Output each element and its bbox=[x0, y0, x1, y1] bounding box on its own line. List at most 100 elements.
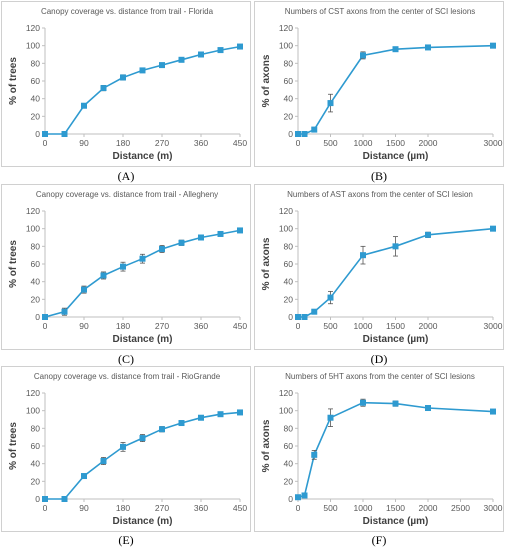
y-tick-label: 0 bbox=[35, 494, 40, 504]
x-tick-label: 1500 bbox=[386, 503, 405, 513]
y-tick-label: 60 bbox=[284, 76, 294, 86]
data-point bbox=[327, 294, 334, 301]
data-point bbox=[217, 230, 224, 237]
data-point bbox=[81, 473, 87, 480]
x-tick-label: 3000 bbox=[484, 503, 503, 513]
y-tick-label: 0 bbox=[288, 129, 293, 139]
data-point bbox=[425, 44, 431, 51]
data-point bbox=[61, 496, 68, 502]
chart-panel-c: Canopy coverage vs. distance from trail … bbox=[1, 184, 251, 350]
x-tick-label: 270 bbox=[155, 321, 169, 331]
chart-panel-a: Canopy coverage vs. distance from trail … bbox=[1, 1, 251, 167]
data-point bbox=[301, 314, 308, 320]
chart-title: Canopy coverage vs. distance from trail … bbox=[36, 190, 218, 199]
y-tick-label: 0 bbox=[288, 494, 293, 504]
data-point bbox=[301, 131, 308, 137]
x-tick-label: 450 bbox=[233, 503, 247, 513]
y-tick-label: 60 bbox=[31, 259, 41, 269]
chart-title: Numbers of 5HT axons from the center of … bbox=[285, 372, 475, 381]
chart-svg-a: Canopy coverage vs. distance from trail … bbox=[8, 7, 247, 162]
y-tick-label: 100 bbox=[279, 406, 293, 416]
panel-label-e: (E) bbox=[118, 533, 134, 547]
chart-svg-b: Numbers of CST axons from the center of … bbox=[261, 7, 503, 162]
y-tick-label: 100 bbox=[279, 41, 293, 51]
data-point bbox=[120, 263, 126, 270]
panel-label-a: (A) bbox=[117, 169, 135, 183]
data-point bbox=[392, 400, 399, 407]
data-point bbox=[237, 409, 243, 416]
y-tick-label: 40 bbox=[31, 94, 41, 104]
panel-label-c: (C) bbox=[118, 352, 134, 366]
data-point bbox=[81, 102, 87, 109]
y-axis-label: % of trees bbox=[8, 240, 19, 288]
x-tick-label: 90 bbox=[79, 503, 89, 513]
data-point bbox=[360, 52, 366, 59]
x-tick-label: 360 bbox=[194, 321, 208, 331]
chart-panel-f: Numbers of 5HT axons from the center of … bbox=[254, 366, 504, 532]
x-tick-label: 500 bbox=[323, 321, 337, 331]
x-tick-label: 0 bbox=[43, 503, 48, 513]
y-tick-label: 80 bbox=[31, 423, 41, 433]
x-tick-label: 500 bbox=[323, 503, 337, 513]
y-tick-label: 0 bbox=[35, 312, 40, 322]
data-point bbox=[217, 411, 224, 418]
y-tick-label: 20 bbox=[31, 111, 41, 121]
data-point bbox=[178, 420, 185, 427]
data-point bbox=[295, 494, 301, 501]
x-tick-label: 1500 bbox=[386, 321, 405, 331]
chart-panel-b: Numbers of CST axons from the center of … bbox=[254, 1, 504, 167]
x-axis-label: Distance (m) bbox=[112, 334, 172, 345]
data-point bbox=[392, 243, 399, 250]
x-tick-label: 90 bbox=[79, 138, 89, 148]
y-tick-label: 20 bbox=[284, 294, 294, 304]
y-tick-label: 120 bbox=[26, 388, 40, 398]
panel-label-d: (D) bbox=[370, 352, 388, 366]
y-tick-label: 20 bbox=[284, 476, 294, 486]
chart-panel-e: Canopy coverage vs. distance from trail … bbox=[1, 366, 251, 532]
data-point bbox=[198, 51, 204, 58]
y-axis-label: % of axons bbox=[261, 54, 272, 107]
y-tick-label: 120 bbox=[279, 388, 293, 398]
data-point bbox=[61, 131, 68, 137]
x-tick-label: 0 bbox=[43, 138, 48, 148]
data-point bbox=[198, 234, 204, 241]
y-tick-label: 40 bbox=[31, 277, 41, 287]
y-tick-label: 0 bbox=[288, 312, 293, 322]
data-point bbox=[100, 458, 107, 465]
x-axis-label: Distance (m) bbox=[112, 151, 172, 162]
data-point bbox=[311, 308, 318, 315]
data-point bbox=[295, 314, 301, 320]
chart-svg-c: Canopy coverage vs. distance from trail … bbox=[8, 190, 247, 345]
panel-label-b: (B) bbox=[371, 169, 387, 183]
x-tick-label: 270 bbox=[155, 503, 169, 513]
data-point bbox=[198, 414, 204, 421]
x-tick-label: 0 bbox=[43, 321, 48, 331]
data-point bbox=[178, 56, 185, 63]
x-tick-label: 360 bbox=[194, 503, 208, 513]
y-tick-label: 60 bbox=[31, 441, 41, 451]
y-tick-label: 80 bbox=[31, 241, 41, 251]
y-tick-label: 120 bbox=[26, 206, 40, 216]
y-tick-label: 40 bbox=[284, 94, 294, 104]
y-tick-label: 100 bbox=[26, 41, 40, 51]
data-point bbox=[490, 225, 496, 232]
chart-title: Numbers of CST axons from the center of … bbox=[285, 7, 476, 16]
x-tick-label: 0 bbox=[296, 138, 301, 148]
y-tick-label: 40 bbox=[284, 277, 294, 287]
y-tick-label: 100 bbox=[26, 406, 40, 416]
data-point bbox=[392, 46, 399, 53]
x-tick-label: 1500 bbox=[386, 138, 405, 148]
y-tick-label: 80 bbox=[284, 423, 294, 433]
x-tick-label: 3000 bbox=[484, 321, 503, 331]
data-point bbox=[159, 62, 165, 69]
y-tick-label: 100 bbox=[26, 224, 40, 234]
y-axis-label: % of axons bbox=[261, 237, 272, 290]
x-tick-label: 0 bbox=[296, 503, 301, 513]
y-tick-label: 120 bbox=[279, 23, 293, 33]
data-point bbox=[81, 286, 87, 293]
series-line bbox=[45, 411, 241, 500]
data-point bbox=[360, 252, 366, 259]
chart-svg-d: Numbers of AST axons from the center of … bbox=[261, 190, 503, 345]
x-tick-label: 2500 bbox=[451, 503, 470, 513]
data-point bbox=[311, 126, 318, 133]
